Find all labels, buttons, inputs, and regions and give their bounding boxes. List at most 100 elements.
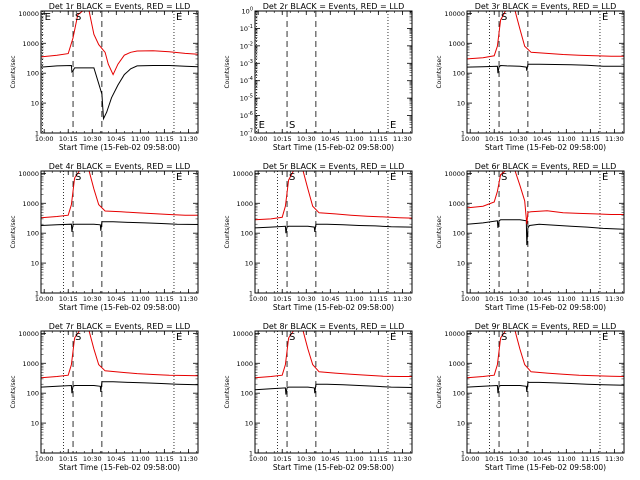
- panel-title: Det 9r BLACK = Events, RED = LLD: [475, 322, 617, 331]
- x-tick-label: 10:30: [509, 135, 528, 143]
- y-tick-label: 10000: [18, 170, 39, 178]
- panel-title: Det 6r BLACK = Events, RED = LLD: [475, 162, 617, 171]
- panel-title: Det 2r BLACK = Events, RED = LLD: [263, 2, 405, 11]
- x-tick-label: 11:30: [179, 135, 198, 143]
- x-tick-label: 10:45: [533, 135, 552, 143]
- x-tick-label: 10:30: [297, 135, 316, 143]
- events-trace: [41, 381, 198, 394]
- x-tick-label: 11:30: [179, 295, 198, 303]
- start-marker-label: S: [75, 332, 81, 343]
- x-axis-label: Start Time (15-Feb-02 09:58:00): [59, 143, 180, 152]
- y-tick-label: 10-1: [240, 24, 253, 33]
- y-tick-label: 1000: [236, 360, 253, 368]
- events-trace: [467, 381, 624, 394]
- y-tick-label: 10000: [232, 170, 253, 178]
- y-tick-label: 100: [453, 390, 465, 398]
- x-tick-label: 10:15: [273, 455, 292, 463]
- x-tick-label: 11:15: [581, 135, 600, 143]
- panel-det-3: Det 3r BLACK = Events, RED = LLD Counts/s…: [436, 2, 625, 152]
- x-tick-label: 11:00: [557, 135, 576, 143]
- y-axis-label: Counts/sec: [436, 375, 443, 408]
- y-tick-label: 10-5: [240, 94, 253, 103]
- x-tick-label: 10:00: [461, 455, 480, 463]
- start-marker-label: S: [501, 12, 507, 23]
- x-tick-label: 11:30: [393, 295, 412, 303]
- start-marker-label: S: [75, 172, 81, 183]
- end-marker-label: E: [602, 332, 608, 343]
- x-tick-label: 11:30: [605, 455, 624, 463]
- plot-frame: [466, 170, 625, 294]
- x-tick-label: 10:45: [321, 295, 340, 303]
- x-tick-label: 10:15: [59, 135, 78, 143]
- panel-det-5: Det 5r BLACK = Events, RED = LLD Counts/s…: [224, 162, 413, 312]
- end-marker-label: E: [390, 120, 396, 131]
- start-marker-label: S: [289, 172, 295, 183]
- start-marker-label: S: [501, 172, 507, 183]
- y-axis-label: Counts/sec: [224, 55, 231, 88]
- y-tick-label: 1: [461, 129, 465, 137]
- x-tick-label: 10:30: [509, 295, 528, 303]
- x-tick-label: 10:30: [509, 455, 528, 463]
- panel-title: Det 8r BLACK = Events, RED = LLD: [263, 322, 405, 331]
- y-tick-label: 1000: [22, 200, 39, 208]
- plot-frame: [254, 330, 413, 454]
- x-tick-label: 10:00: [249, 135, 268, 143]
- y-tick-label: 10: [31, 260, 39, 268]
- y-tick-label: 10000: [18, 330, 39, 338]
- end-marker-label: E: [602, 172, 608, 183]
- y-tick-label: 100: [27, 70, 39, 78]
- x-tick-label: 10:30: [83, 135, 102, 143]
- end-marker-label: E: [602, 12, 608, 23]
- panel-det-2: Det 2r BLACK = Events, RED = LLD Counts/s…: [224, 2, 413, 152]
- panel-det-6: Det 6r BLACK = Events, RED = LLD Counts/s…: [436, 162, 625, 312]
- end-marker-label: E: [259, 120, 265, 131]
- x-tick-label: 11:00: [557, 455, 576, 463]
- x-tick-label: 10:15: [485, 135, 504, 143]
- start-marker-label: S: [289, 120, 295, 131]
- x-tick-label: 11:00: [345, 135, 364, 143]
- panel-det-7: Det 7r BLACK = Events, RED = LLD Counts/s…: [10, 322, 199, 472]
- panel-title: Det 5r BLACK = Events, RED = LLD: [263, 162, 405, 171]
- x-tick-label: 10:15: [59, 295, 78, 303]
- x-tick-label: 11:00: [131, 455, 150, 463]
- x-tick-label: 11:15: [369, 455, 388, 463]
- y-tick-label: 1: [461, 449, 465, 457]
- y-tick-label: 100: [27, 390, 39, 398]
- events-trace: [255, 223, 412, 234]
- events-trace: [41, 221, 198, 232]
- y-tick-label: 1: [35, 129, 39, 137]
- x-tick-label: 10:15: [273, 295, 292, 303]
- x-tick-label: 11:15: [369, 135, 388, 143]
- y-tick-label: 10-7: [240, 128, 253, 137]
- plot-frame: [40, 330, 199, 454]
- y-tick-label: 10000: [444, 330, 465, 338]
- x-tick-label: 10:45: [533, 295, 552, 303]
- lld-trace: [255, 171, 412, 221]
- x-tick-label: 10:30: [297, 455, 316, 463]
- x-axis-label: Start Time (15-Feb-02 09:58:00): [59, 303, 180, 312]
- y-axis-label: Counts/sec: [224, 215, 231, 248]
- y-tick-label: 1: [461, 289, 465, 297]
- events-trace: [467, 63, 624, 74]
- panel-title: Det 7r BLACK = Events, RED = LLD: [49, 322, 191, 331]
- x-tick-label: 10:15: [59, 455, 78, 463]
- x-tick-label: 11:00: [131, 295, 150, 303]
- y-axis-label: Counts/sec: [10, 55, 17, 88]
- events-trace: [255, 383, 412, 395]
- y-tick-label: 10000: [18, 10, 39, 18]
- end-marker-label: E: [390, 332, 396, 343]
- y-tick-label: 10-6: [240, 111, 253, 120]
- x-tick-label: 11:00: [131, 135, 150, 143]
- lld-trace: [41, 331, 198, 379]
- x-tick-label: 10:30: [83, 295, 102, 303]
- x-tick-label: 11:30: [179, 455, 198, 463]
- x-axis-label: Start Time (15-Feb-02 09:58:00): [273, 303, 394, 312]
- x-tick-label: 10:00: [35, 455, 54, 463]
- end-marker-label: E: [176, 332, 182, 343]
- plot-frame: [40, 10, 199, 134]
- lld-trace: [255, 331, 412, 379]
- y-axis-label: Counts/sec: [436, 55, 443, 88]
- y-axis-label: Counts/sec: [10, 375, 17, 408]
- y-tick-label: 1000: [22, 40, 39, 48]
